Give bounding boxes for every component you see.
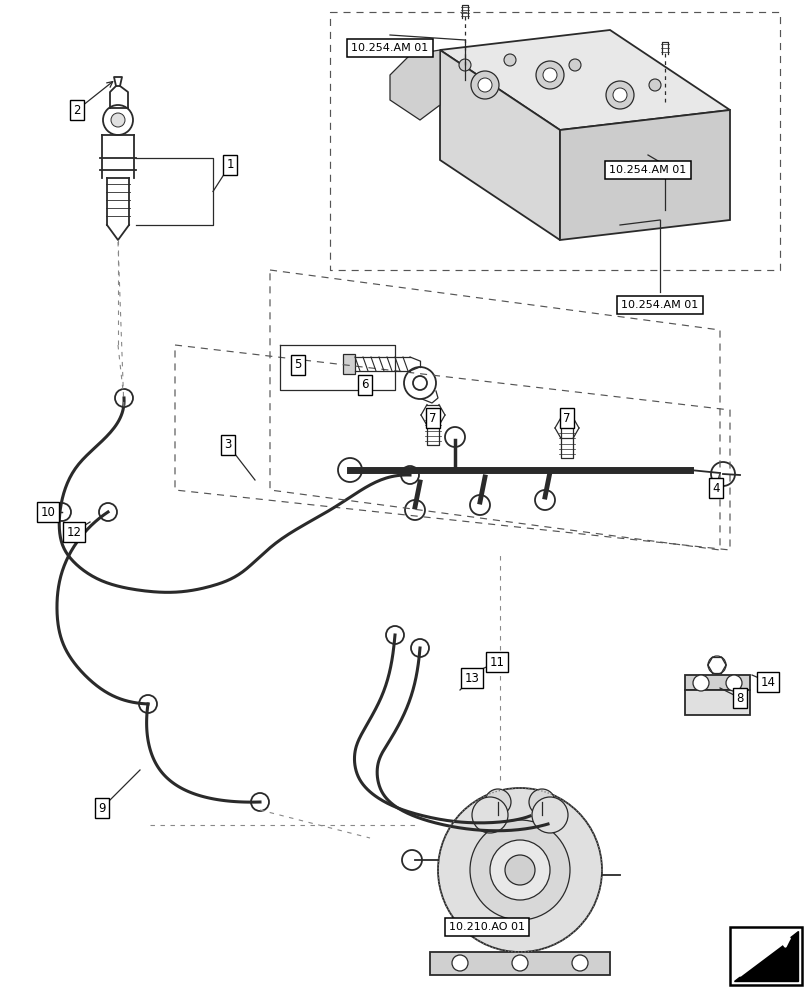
Circle shape <box>543 68 556 82</box>
Circle shape <box>103 105 133 135</box>
Circle shape <box>99 503 117 521</box>
Circle shape <box>410 639 428 657</box>
Circle shape <box>539 815 556 833</box>
Polygon shape <box>733 931 797 981</box>
Circle shape <box>478 78 491 92</box>
Circle shape <box>111 113 125 127</box>
Text: 10.210.AO 01: 10.210.AO 01 <box>448 922 525 932</box>
Circle shape <box>452 955 467 971</box>
Circle shape <box>571 955 587 971</box>
Circle shape <box>605 81 633 109</box>
Circle shape <box>710 462 734 486</box>
Text: 1: 1 <box>226 158 234 172</box>
Circle shape <box>725 675 741 691</box>
Text: 7: 7 <box>429 412 436 424</box>
Text: 8: 8 <box>736 692 743 704</box>
Circle shape <box>458 59 470 71</box>
Polygon shape <box>389 50 440 120</box>
Text: 13: 13 <box>464 672 478 684</box>
Polygon shape <box>440 30 729 130</box>
Circle shape <box>531 797 568 833</box>
Text: 4: 4 <box>711 482 719 494</box>
Circle shape <box>470 820 569 920</box>
Text: 10.254.AM 01: 10.254.AM 01 <box>620 300 697 310</box>
Circle shape <box>413 376 427 390</box>
Circle shape <box>470 71 499 99</box>
Bar <box>729 927 801 985</box>
Circle shape <box>528 789 554 815</box>
Circle shape <box>512 955 527 971</box>
Polygon shape <box>430 952 609 975</box>
Circle shape <box>707 656 725 674</box>
Text: 3: 3 <box>224 438 231 452</box>
Circle shape <box>437 788 601 952</box>
Text: 2: 2 <box>73 104 80 116</box>
Circle shape <box>337 458 362 482</box>
Circle shape <box>569 59 581 71</box>
Circle shape <box>692 675 708 691</box>
Circle shape <box>484 789 510 815</box>
Circle shape <box>489 840 549 900</box>
Text: 9: 9 <box>98 802 105 814</box>
Text: 10.254.AM 01: 10.254.AM 01 <box>608 165 686 175</box>
Text: 14: 14 <box>760 676 775 688</box>
Polygon shape <box>440 50 560 240</box>
Circle shape <box>535 61 564 89</box>
Circle shape <box>115 389 133 407</box>
Circle shape <box>401 850 422 870</box>
Circle shape <box>534 490 554 510</box>
Circle shape <box>385 626 404 644</box>
Circle shape <box>401 466 418 484</box>
Text: 11: 11 <box>489 656 504 668</box>
Circle shape <box>404 367 436 399</box>
Text: 5: 5 <box>294 359 302 371</box>
Bar <box>342 354 354 374</box>
Text: 7: 7 <box>563 412 570 424</box>
Text: 10.254.AM 01: 10.254.AM 01 <box>351 43 428 53</box>
Circle shape <box>521 807 539 825</box>
Circle shape <box>471 797 508 833</box>
Polygon shape <box>560 110 729 240</box>
Text: 12: 12 <box>67 526 81 538</box>
Text: 10: 10 <box>41 506 55 518</box>
Circle shape <box>504 855 534 885</box>
Circle shape <box>612 88 626 102</box>
Circle shape <box>470 495 489 515</box>
Text: 6: 6 <box>361 378 368 391</box>
Polygon shape <box>684 690 749 715</box>
Polygon shape <box>684 675 749 690</box>
Circle shape <box>648 79 660 91</box>
Circle shape <box>139 695 157 713</box>
Circle shape <box>53 503 71 521</box>
Circle shape <box>405 500 424 520</box>
Circle shape <box>444 427 465 447</box>
Circle shape <box>251 793 268 811</box>
Circle shape <box>504 54 515 66</box>
